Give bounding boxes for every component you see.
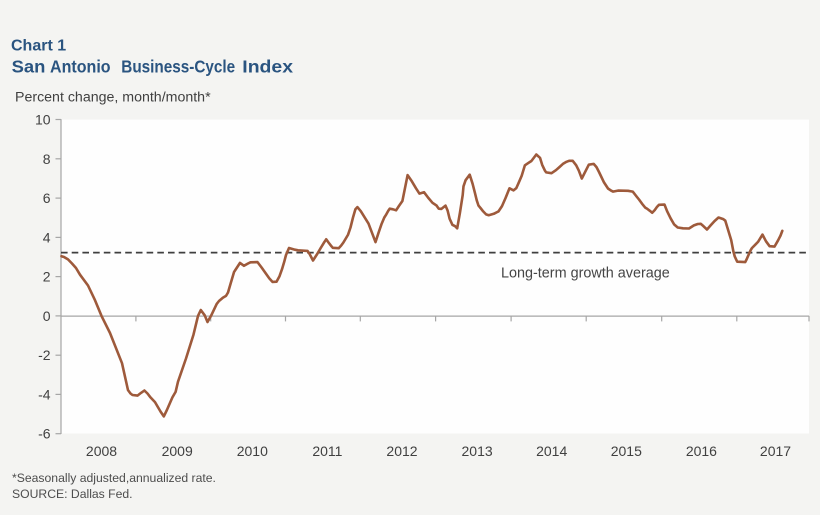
svg-text:6: 6 xyxy=(43,190,51,206)
svg-text:2009: 2009 xyxy=(162,443,193,459)
svg-text:-6: -6 xyxy=(38,426,51,442)
svg-text:2013: 2013 xyxy=(462,443,493,459)
svg-text:2016: 2016 xyxy=(686,443,717,459)
svg-text:2010: 2010 xyxy=(237,443,268,459)
svg-text:Long-term growth average: Long-term growth average xyxy=(501,266,670,282)
svg-text:2017: 2017 xyxy=(760,443,791,459)
svg-text:10: 10 xyxy=(35,112,51,128)
svg-text:-4: -4 xyxy=(38,386,51,402)
svg-text:2014: 2014 xyxy=(536,443,567,459)
svg-text:8: 8 xyxy=(43,151,51,167)
svg-text:SOURCE: Dallas Fed.: SOURCE: Dallas Fed. xyxy=(12,487,133,501)
svg-text:2008: 2008 xyxy=(86,443,117,459)
svg-text:2015: 2015 xyxy=(611,443,642,459)
svg-text:Chart 1: Chart 1 xyxy=(11,38,66,55)
svg-text:-2: -2 xyxy=(38,347,51,363)
svg-text:2011: 2011 xyxy=(312,443,342,459)
svg-text:*Seasonally adjusted,annualize: *Seasonally adjusted,annualized rate. xyxy=(12,471,216,485)
svg-text:Percent change, month/month*: Percent change, month/month* xyxy=(15,90,211,106)
svg-text:2: 2 xyxy=(43,269,51,285)
svg-text:2012: 2012 xyxy=(386,443,417,459)
svg-text:0: 0 xyxy=(43,308,51,324)
svg-text:4: 4 xyxy=(43,229,51,245)
